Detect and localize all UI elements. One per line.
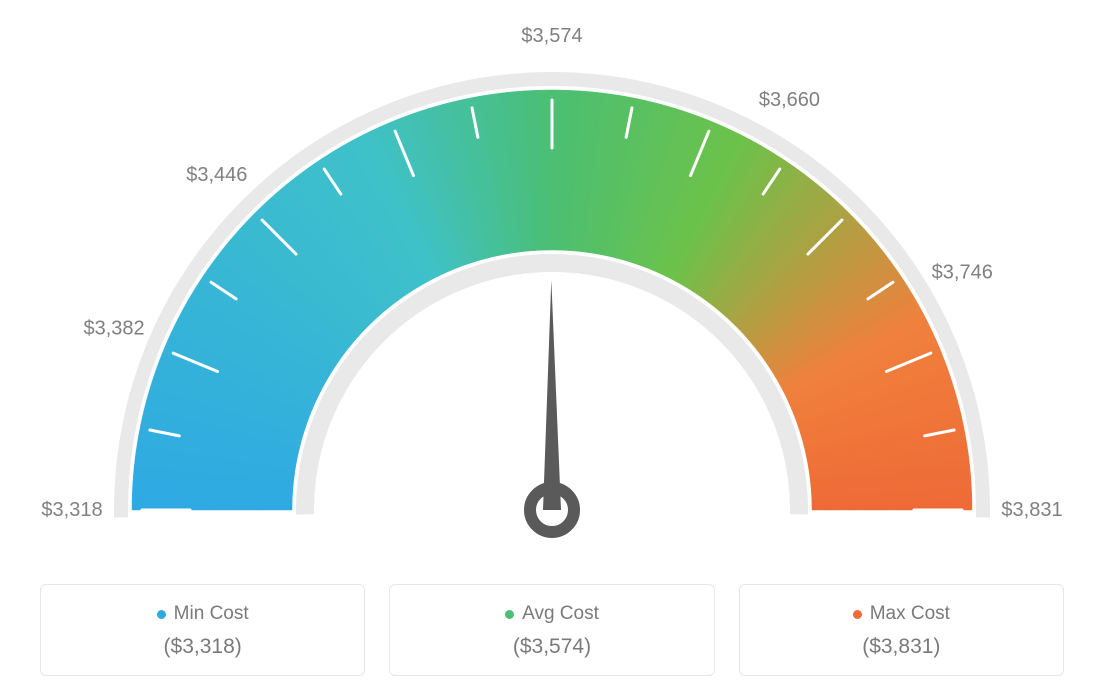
summary-cards: Min Cost ($3,318) Avg Cost ($3,574) Max … [20,584,1084,676]
min-cost-header: Min Cost [61,603,344,625]
avg-cost-value: ($3,574) [410,635,693,659]
gauge-svg: $3,318 $3,382 $3,446 $3,574 $3,660 $3,746 $3,8… [20,20,1084,560]
svg-text:$3,831: $3,831 [1001,499,1062,521]
svg-text:$3,446: $3,446 [186,164,247,186]
avg-cost-header: Avg Cost [410,603,693,625]
gauge-svg-container: $3,318 $3,382 $3,446 $3,574 $3,660 $3,746 $3,8… [20,20,1084,560]
min-cost-value: ($3,318) [61,635,344,659]
cost-gauge-chart: $3,318 $3,382 $3,446 $3,574 $3,660 $3,746 $3,8… [20,20,1084,676]
max-cost-label: Max Cost [870,603,950,625]
svg-text:$3,382: $3,382 [83,318,144,340]
svg-text:$3,746: $3,746 [932,262,993,284]
avg-cost-label: Avg Cost [522,603,599,625]
svg-text:$3,660: $3,660 [759,89,820,111]
max-cost-header: Max Cost [760,603,1043,625]
min-dot-icon [157,610,166,619]
max-cost-card: Max Cost ($3,831) [739,584,1064,676]
min-cost-label: Min Cost [174,603,249,625]
max-dot-icon [853,610,862,619]
avg-cost-card: Avg Cost ($3,574) [389,584,714,676]
avg-dot-icon [505,610,514,619]
svg-text:$3,574: $3,574 [521,25,582,47]
max-cost-value: ($3,831) [760,635,1043,659]
svg-text:$3,318: $3,318 [41,499,102,521]
min-cost-card: Min Cost ($3,318) [40,584,365,676]
